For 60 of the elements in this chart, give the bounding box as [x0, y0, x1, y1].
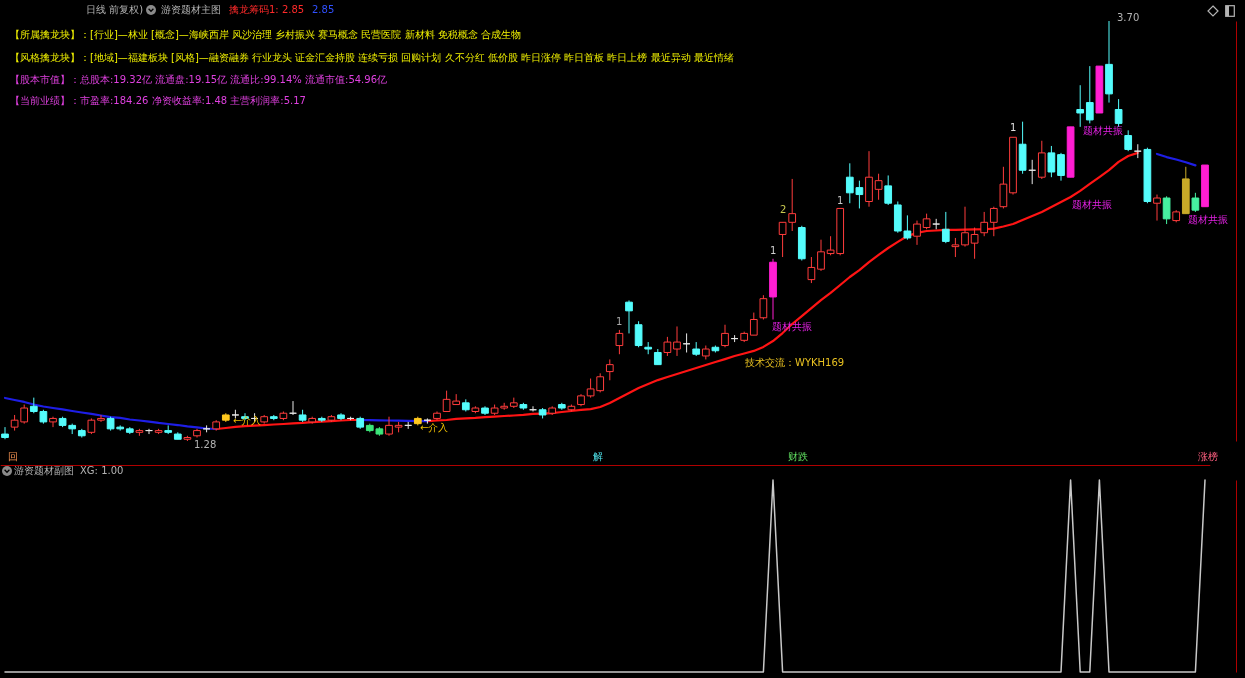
- candlestick: [1, 426, 9, 440]
- candlestick: [874, 173, 883, 201]
- annotation: 3.70: [1117, 12, 1140, 23]
- candlestick: [1124, 129, 1133, 152]
- text: 解: [593, 451, 603, 462]
- candlestick: [1191, 192, 1200, 213]
- text: 涨榜: [1198, 451, 1218, 462]
- candlestick: [1085, 65, 1094, 124]
- annotation: 1: [1010, 122, 1017, 133]
- text: 回: [8, 451, 18, 462]
- text: 擒龙筹码1: 2.85: [229, 4, 305, 15]
- annotation: 1: [616, 316, 623, 327]
- candlestick: [884, 174, 893, 206]
- annotation: 【所属擒龙块】：[行业]—林业 [概念]—海峡西岸 风沙治理 乡村振兴 赛马概念 民营医院 新材料 免税概念 合成生物: [10, 29, 522, 40]
- candlestick: [749, 312, 758, 336]
- candlestick: [817, 239, 825, 272]
- candlestick: [1153, 194, 1161, 222]
- annotation: 【股本市值】：总股本:19.32亿 流通盘:19.15亿 流通比:99.14% 流通市值:54.96亿: [10, 74, 388, 85]
- candlestick: [913, 220, 921, 246]
- candlestick: [615, 329, 624, 355]
- candlestick: [1047, 145, 1056, 178]
- annotation: 1: [770, 245, 777, 256]
- annotation: 题材共振: [1072, 199, 1112, 210]
- candlestick: [634, 320, 643, 348]
- candlestick: [1162, 195, 1171, 225]
- candlestick: [1057, 152, 1065, 182]
- text: 2.85: [312, 4, 335, 15]
- candlestick: [385, 416, 393, 437]
- text: 财跌: [788, 451, 808, 462]
- candlestick: [807, 256, 816, 284]
- annotation: 题材共振: [1083, 125, 1123, 136]
- candlestick: [625, 299, 633, 334]
- chart-title: 游资题材主图: [161, 4, 221, 15]
- candlestick: [1114, 98, 1123, 128]
- annotation: 题材共振: [1188, 214, 1228, 225]
- text: 日线 前复权): [86, 4, 144, 15]
- text: XG: 1.00: [80, 465, 124, 476]
- candlestick: [673, 325, 681, 357]
- annotation: ←介入: [420, 422, 449, 433]
- annotation: 【风格擒龙块】：[地域]—福建板块 [风格]—融资融券 行业龙头 证金汇金持股 连续亏损 回购计划 久不分红 低价股 昨日涨停 昨日首板 昨日上榜 最近异动 最近情绪: [10, 52, 734, 63]
- candlestick: [97, 414, 105, 423]
- annotation: 1.28: [194, 439, 217, 450]
- annotation: 【当前业绩】：市盈率:184.26 净资收益率:1.48 主营利润率:5.17: [10, 95, 306, 106]
- candlestick: [961, 206, 969, 248]
- annotation: 1: [837, 195, 844, 206]
- chart-title: 游资题材副图: [14, 465, 74, 476]
- annotation: 技术交流：WYKH169: [744, 357, 845, 368]
- candlestick: [49, 416, 57, 428]
- annotation: 2: [780, 204, 787, 215]
- candlestick: [605, 358, 614, 381]
- candlestick: [999, 166, 1008, 209]
- candlestick: [663, 336, 672, 357]
- candlestick: [989, 206, 998, 237]
- candlestick: [721, 324, 729, 348]
- candlestick: [980, 211, 989, 237]
- candlestick: [970, 227, 979, 260]
- candlestick: [759, 294, 768, 321]
- candlestick: [951, 237, 960, 258]
- candlestick: [941, 211, 950, 244]
- candlestick: [1076, 84, 1085, 128]
